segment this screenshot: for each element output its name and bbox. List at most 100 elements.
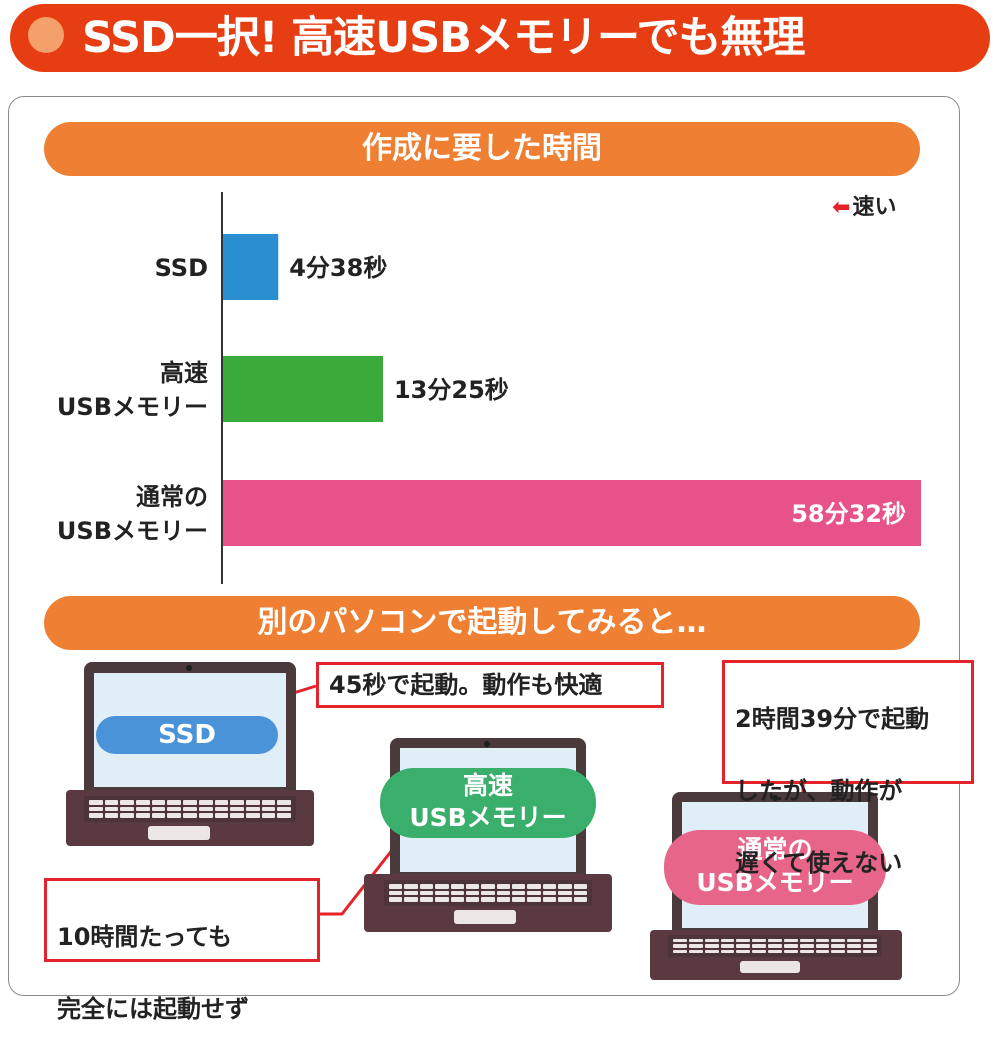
- banner-bullet-icon: [28, 17, 64, 53]
- keyboard-key: [419, 897, 434, 902]
- value-label-2: 58分32秒: [791, 500, 906, 528]
- keyboard-key: [183, 813, 197, 818]
- keyboard-key: [688, 949, 703, 953]
- keyboard-key: [465, 897, 480, 902]
- keyboard-key: [389, 884, 403, 889]
- keyboard-key: [198, 800, 213, 805]
- keyboard-key: [404, 890, 418, 896]
- keyboard-key: [167, 813, 182, 818]
- category-label-2-1: USBメモリー: [57, 517, 208, 545]
- keyboard-key: [573, 890, 587, 896]
- touchpad: [148, 826, 210, 840]
- ssd-label: SSD: [96, 716, 278, 754]
- keyboard-key: [261, 806, 276, 812]
- keyboard-key: [450, 897, 464, 902]
- keyboard-key: [435, 890, 449, 896]
- keyboard-key: [688, 944, 703, 948]
- keyboard-key: [783, 949, 798, 953]
- keyboard-key: [704, 939, 719, 943]
- fast-usb-label-line2: USBメモリー: [409, 803, 567, 832]
- keyboard-key: [120, 806, 135, 812]
- keyboard-key: [863, 949, 877, 953]
- keyboard-key: [89, 800, 103, 805]
- keyboard-key: [542, 897, 557, 902]
- bar-1: [223, 356, 383, 422]
- keyboard-key: [527, 897, 541, 902]
- keyboard-key: [481, 890, 495, 896]
- keyboard-key: [815, 939, 830, 943]
- normal-usb-label-line2: USBメモリー: [696, 868, 854, 897]
- keyboard-keys: [384, 880, 592, 906]
- keyboard-key: [214, 813, 229, 818]
- keyboard-key: [704, 949, 719, 953]
- keyboard-key: [277, 800, 291, 805]
- keyboard-key: [752, 949, 767, 953]
- keyboard-key: [481, 884, 495, 889]
- keyboard-key: [450, 890, 464, 896]
- keyboard-key: [261, 800, 276, 805]
- value-label-0: 4分38秒: [289, 254, 387, 282]
- keyboard-key: [404, 897, 418, 902]
- keyboard-key: [752, 939, 767, 943]
- keyboard-key: [230, 800, 244, 805]
- keyboard-key: [104, 813, 119, 818]
- keyboard-key: [104, 806, 119, 812]
- keyboard-key: [419, 884, 434, 889]
- keyboard-key: [136, 813, 150, 818]
- keyboard-key: [863, 944, 877, 948]
- keyboard-key: [512, 897, 526, 902]
- keyboard-key: [183, 806, 197, 812]
- title-banner: [10, 4, 990, 72]
- category-label-2-0: 通常の: [136, 483, 208, 511]
- keyboard-key: [465, 890, 480, 896]
- keyboard-key: [558, 890, 572, 896]
- keyboard-key: [167, 806, 182, 812]
- keyboard-key: [831, 949, 846, 953]
- keyboard-key: [704, 944, 719, 948]
- camera-icon: [772, 795, 778, 801]
- keyboard-key: [389, 890, 403, 896]
- keyboard-key: [688, 939, 703, 943]
- category-label-1-1: USBメモリー: [57, 393, 208, 421]
- keyboard-key: [404, 884, 418, 889]
- camera-icon: [484, 741, 490, 747]
- keyboard-key: [542, 890, 557, 896]
- keyboard-key: [167, 800, 182, 805]
- keyboard-key: [214, 806, 229, 812]
- keyboard-key: [465, 884, 480, 889]
- keyboard-key: [815, 949, 830, 953]
- keyboard-key: [450, 884, 464, 889]
- keyboard-key: [481, 897, 495, 902]
- keyboard-key: [512, 884, 526, 889]
- faster-label: 速い: [852, 195, 897, 220]
- fast-usb-label-line1: 高速: [462, 771, 513, 800]
- keyboard-key: [720, 949, 735, 953]
- section-title-boot-test: 別のパソコンで起動してみると…: [44, 596, 920, 650]
- keyboard-key: [389, 897, 403, 902]
- keyboard-key: [435, 897, 449, 902]
- keyboard-key: [720, 944, 735, 948]
- keyboard-key: [847, 949, 862, 953]
- touchpad: [740, 961, 800, 973]
- normal-usb-label-line1: 通常の: [737, 835, 813, 864]
- normal-usb-callout: 2時間39分で起動 したが、動作が 遅くて使えない: [722, 660, 974, 877]
- normal-usb-callout-line2: したが、動作が: [735, 777, 903, 805]
- keyboard-key: [736, 944, 751, 948]
- camera-icon: [186, 665, 192, 671]
- keyboard-key: [198, 806, 213, 812]
- fast-usb-callout-line1: 10時間たっても: [57, 923, 232, 951]
- fast-usb-callout-line2: 完全には起動せず: [57, 995, 249, 1023]
- keyboard-key: [245, 806, 260, 812]
- normal-usb-callout-line3: 遅くて使えない: [735, 849, 903, 877]
- keyboard-key: [261, 813, 276, 818]
- keyboard-key: [783, 944, 798, 948]
- keyboard-key: [573, 897, 587, 902]
- keyboard-key: [863, 939, 877, 943]
- keyboard-key: [419, 890, 434, 896]
- keyboard-key: [558, 897, 572, 902]
- keyboard-keys: [84, 796, 296, 822]
- keyboard-key: [136, 806, 150, 812]
- left-arrow-icon: ⬅: [832, 195, 851, 220]
- keyboard-key: [151, 800, 166, 805]
- keyboard-key: [847, 939, 862, 943]
